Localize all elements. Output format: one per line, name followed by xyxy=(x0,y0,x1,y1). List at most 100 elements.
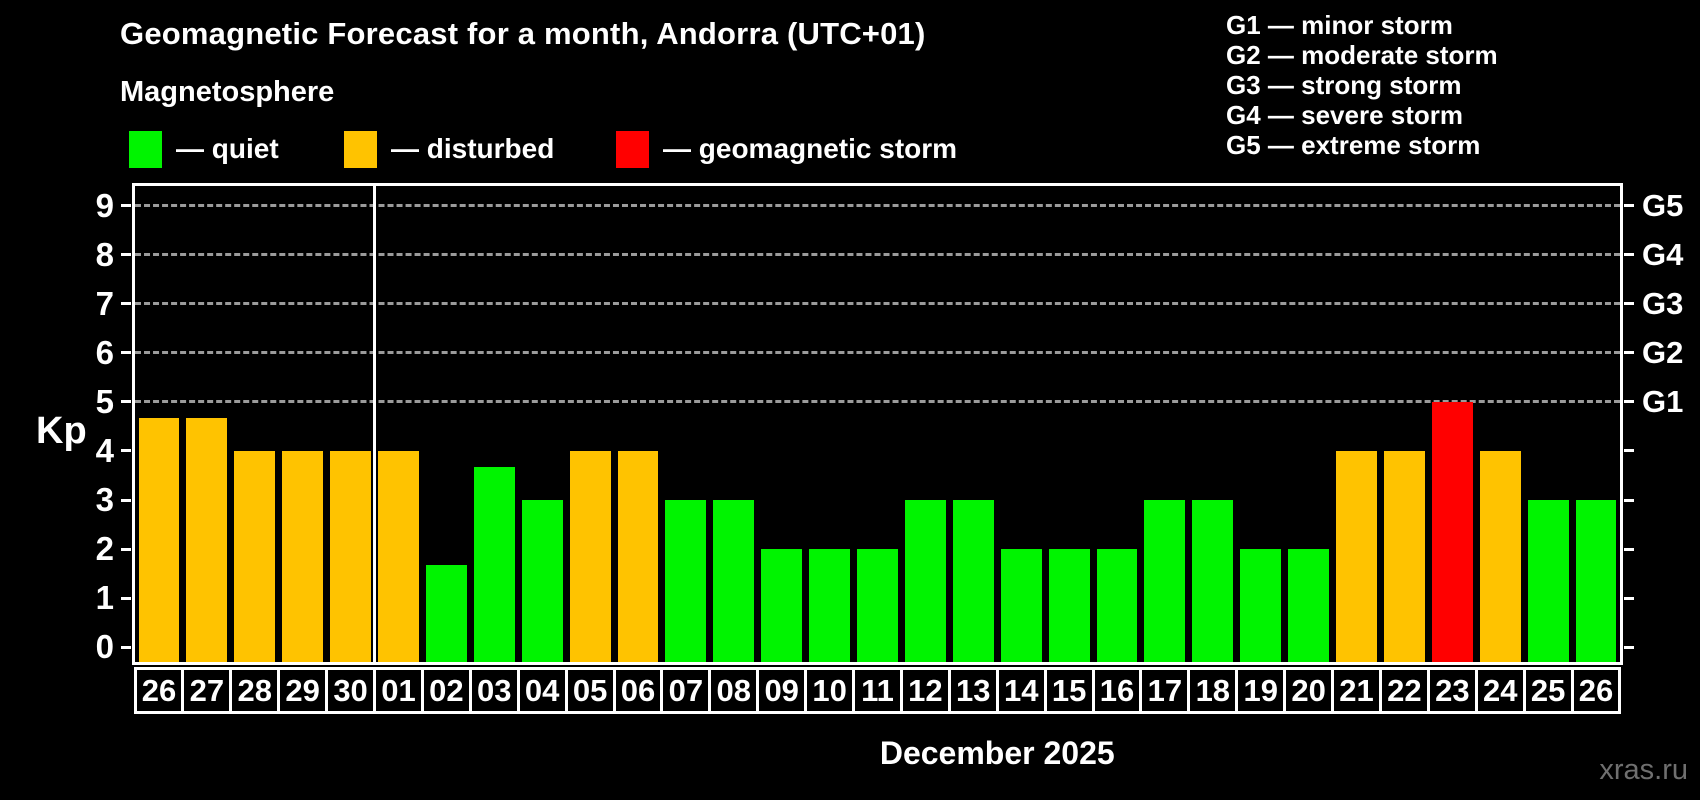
bar-day-15-idx19 xyxy=(1048,549,1090,662)
bar-day-05-idx9 xyxy=(569,451,611,662)
bar-day-26-idx0 xyxy=(138,418,180,662)
y-tick-label-2: 2 xyxy=(95,530,114,568)
storm-color-swatch xyxy=(616,130,649,168)
legend-label-disturbed: — disturbed xyxy=(391,133,555,164)
bar-day-12-idx16 xyxy=(904,500,946,662)
day-label-08-idx12: 08 xyxy=(708,667,760,714)
right-tick-3 xyxy=(1624,498,1634,502)
y-tick-label-1: 1 xyxy=(95,579,114,617)
bar-day-19-idx23 xyxy=(1240,549,1282,662)
disturbed-color-swatch xyxy=(344,130,377,168)
right-tick-9 xyxy=(1624,204,1634,208)
right-axis-label-g1: G1 xyxy=(1642,383,1684,419)
y-tick-label-8: 8 xyxy=(95,235,114,273)
plot-area xyxy=(132,183,1623,665)
quiet-color-swatch xyxy=(129,130,162,168)
day-label-11-idx15: 11 xyxy=(852,667,903,714)
left-tick-9 xyxy=(121,204,131,208)
day-label-03-idx7: 03 xyxy=(468,667,520,714)
gridline-kp-9 xyxy=(135,204,1620,208)
bar-day-21-idx25 xyxy=(1336,451,1377,662)
page-title: Geomagnetic Forecast for a month, Andorr… xyxy=(120,16,926,51)
right-tick-1 xyxy=(1624,596,1634,600)
day-label-02-idx6: 02 xyxy=(420,667,472,714)
bar-day-09-idx13 xyxy=(761,549,803,662)
bar-day-03-idx7 xyxy=(473,467,515,662)
day-label-22-idx26: 22 xyxy=(1378,667,1430,714)
day-label-07-idx11: 07 xyxy=(660,667,712,714)
bar-day-08-idx12 xyxy=(713,500,755,662)
g-legend-line-g3: G3 — strong storm xyxy=(1226,70,1462,100)
day-label-18-idx22: 18 xyxy=(1187,667,1239,714)
y-tick-label-0: 0 xyxy=(95,628,114,666)
left-tick-5 xyxy=(121,400,131,404)
gridline-kp-8 xyxy=(135,253,1620,257)
right-axis-label-g4: G4 xyxy=(1642,236,1684,272)
bar-day-04-idx8 xyxy=(521,500,563,662)
watermark: xras.ru xyxy=(1599,754,1688,786)
right-tick-8 xyxy=(1624,253,1634,257)
legend-label-quiet: — quiet xyxy=(176,133,279,164)
bar-day-28-idx2 xyxy=(234,451,276,662)
bar-day-02-idx6 xyxy=(425,565,467,662)
bar-day-20-idx24 xyxy=(1288,549,1330,662)
bar-day-06-idx10 xyxy=(617,451,659,662)
bar-day-16-idx20 xyxy=(1096,549,1138,662)
day-label-14-idx18: 14 xyxy=(995,667,1047,714)
y-tick-label-6: 6 xyxy=(95,333,114,371)
bar-day-25-idx29 xyxy=(1527,500,1569,662)
legend-item-storm: — geomagnetic storm xyxy=(616,130,957,168)
magnetosphere-label: Magnetosphere xyxy=(120,76,335,108)
left-tick-2 xyxy=(121,547,131,551)
bar-day-29-idx3 xyxy=(282,451,324,662)
gridline-kp-6 xyxy=(135,351,1620,355)
gridline-kp-5 xyxy=(135,400,1620,404)
bar-day-22-idx26 xyxy=(1383,451,1425,662)
day-label-10-idx14: 10 xyxy=(804,667,856,714)
right-tick-6 xyxy=(1624,351,1634,355)
y-tick-label-3: 3 xyxy=(95,481,114,519)
bar-day-24-idx28 xyxy=(1479,451,1521,662)
day-label-05-idx9: 05 xyxy=(564,667,616,714)
bar-day-01-idx5 xyxy=(378,451,419,662)
g-legend-line-g2: G2 — moderate storm xyxy=(1226,40,1498,70)
day-axis-row: 26 27 28 29 30 01 02 03 04 05 06 07 08 09 10 11 12 13 14 15… xyxy=(132,667,1623,714)
right-axis-label-g5: G5 xyxy=(1642,187,1684,223)
day-label-15-idx19: 15 xyxy=(1043,667,1095,714)
g-legend-line-g1: G1 — minor storm xyxy=(1226,10,1453,40)
day-label-29-idx3: 29 xyxy=(277,667,329,714)
bar-day-11-idx15 xyxy=(857,549,898,662)
legend-label-storm: — geomagnetic storm xyxy=(663,133,958,164)
left-tick-6 xyxy=(121,351,131,355)
day-label-20-idx24: 20 xyxy=(1283,667,1335,714)
bar-day-07-idx11 xyxy=(665,500,707,662)
day-label-04-idx8: 04 xyxy=(516,667,568,714)
day-label-13-idx17: 13 xyxy=(947,667,999,714)
day-label-17-idx21: 17 xyxy=(1139,667,1191,714)
month-boundary-line xyxy=(373,186,377,662)
day-label-12-idx16: 12 xyxy=(899,667,951,714)
y-axis-title: Kp xyxy=(36,410,87,452)
right-axis-label-g3: G3 xyxy=(1642,285,1684,321)
day-label-26-idx30: 26 xyxy=(1570,667,1622,714)
legend-item-quiet: — quiet xyxy=(129,130,279,168)
day-label-09-idx13: 09 xyxy=(756,667,808,714)
day-label-25-idx29: 25 xyxy=(1522,667,1574,714)
gridline-kp-7 xyxy=(135,302,1620,306)
day-label-30-idx4: 30 xyxy=(325,667,376,714)
bar-day-30-idx4 xyxy=(330,451,371,662)
x-axis-title: December 2025 xyxy=(879,735,1115,771)
right-tick-2 xyxy=(1624,547,1634,551)
bar-day-13-idx17 xyxy=(952,500,994,662)
bar-day-10-idx14 xyxy=(809,549,851,662)
y-tick-label-5: 5 xyxy=(95,382,114,420)
left-tick-4 xyxy=(121,449,131,453)
left-tick-7 xyxy=(121,302,131,306)
y-tick-label-9: 9 xyxy=(95,186,114,224)
right-tick-4 xyxy=(1624,449,1634,453)
right-axis-label-g2: G2 xyxy=(1642,334,1684,370)
left-tick-0 xyxy=(121,645,131,649)
day-label-16-idx20: 16 xyxy=(1091,667,1143,714)
y-tick-label-7: 7 xyxy=(95,284,114,322)
day-label-19-idx23: 19 xyxy=(1235,667,1287,714)
